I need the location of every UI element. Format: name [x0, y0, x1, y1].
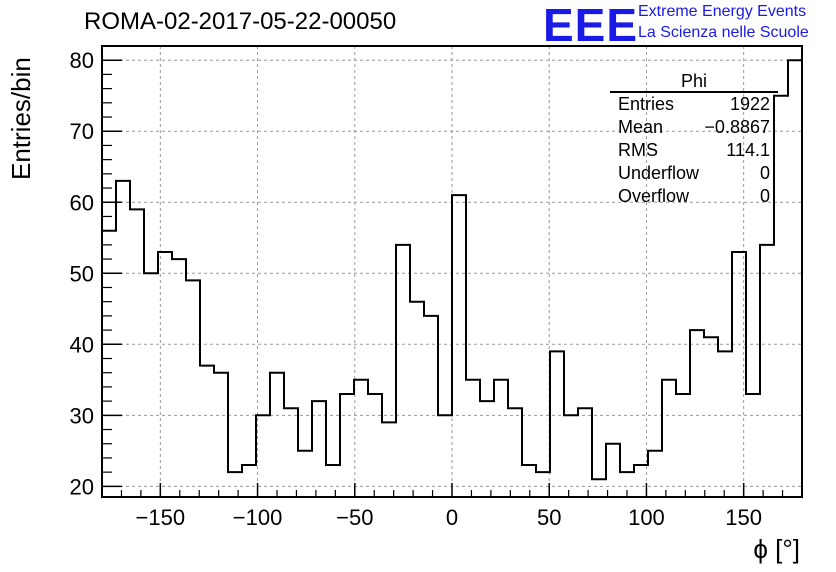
stats-label-mean: Mean [618, 117, 663, 137]
x-tick-label: 100 [628, 505, 665, 530]
stats-label-entries: Entries [618, 94, 674, 114]
y-tick-label: 20 [70, 474, 94, 499]
stats-value-rms: 114.1 [726, 140, 770, 160]
y-tick-label: 30 [70, 403, 94, 428]
x-tick-label: 50 [537, 505, 561, 530]
x-axis-label: ϕ [°] [753, 534, 800, 564]
y-axis-ticks: 20 30 40 50 60 70 80 [70, 45, 122, 499]
stats-value-mean: −0.8867 [704, 117, 770, 137]
logo-caption-line1: Extreme Energy Events [638, 3, 807, 20]
x-tick-label: 0 [446, 505, 458, 530]
y-tick-label: 40 [70, 332, 94, 357]
y-tick-label: 50 [70, 261, 94, 286]
x-tick-label: −150 [136, 505, 186, 530]
stats-box: Phi Entries 1922 Mean −0.8867 RMS 114.1 … [610, 71, 778, 206]
x-tick-label: −100 [233, 505, 283, 530]
x-tick-label: 150 [725, 505, 762, 530]
y-tick-label: 60 [70, 190, 94, 215]
stats-label-overflow: Overflow [618, 186, 690, 206]
stats-label-rms: RMS [618, 140, 658, 160]
stats-label-underflow: Underflow [618, 163, 700, 183]
y-axis-label: Entries/bin [6, 57, 36, 180]
y-tick-label: 70 [70, 119, 94, 144]
x-axis-ticks: −150 −100 −50 0 50 100 150 [120, 483, 784, 530]
stats-value-underflow: 0 [760, 163, 770, 183]
x-tick-label: −50 [336, 505, 373, 530]
logo-caption-line2: La Scienza nelle Scuole [638, 24, 809, 41]
stats-value-entries: 1922 [730, 94, 770, 114]
histogram-series-line [102, 59, 802, 481]
y-tick-label: 80 [70, 48, 94, 73]
chart-title: ROMA-02-2017-05-22-00050 [84, 8, 397, 35]
stats-value-overflow: 0 [760, 186, 770, 206]
stats-name: Phi [681, 71, 707, 91]
eee-logo: EEE [543, 0, 639, 51]
